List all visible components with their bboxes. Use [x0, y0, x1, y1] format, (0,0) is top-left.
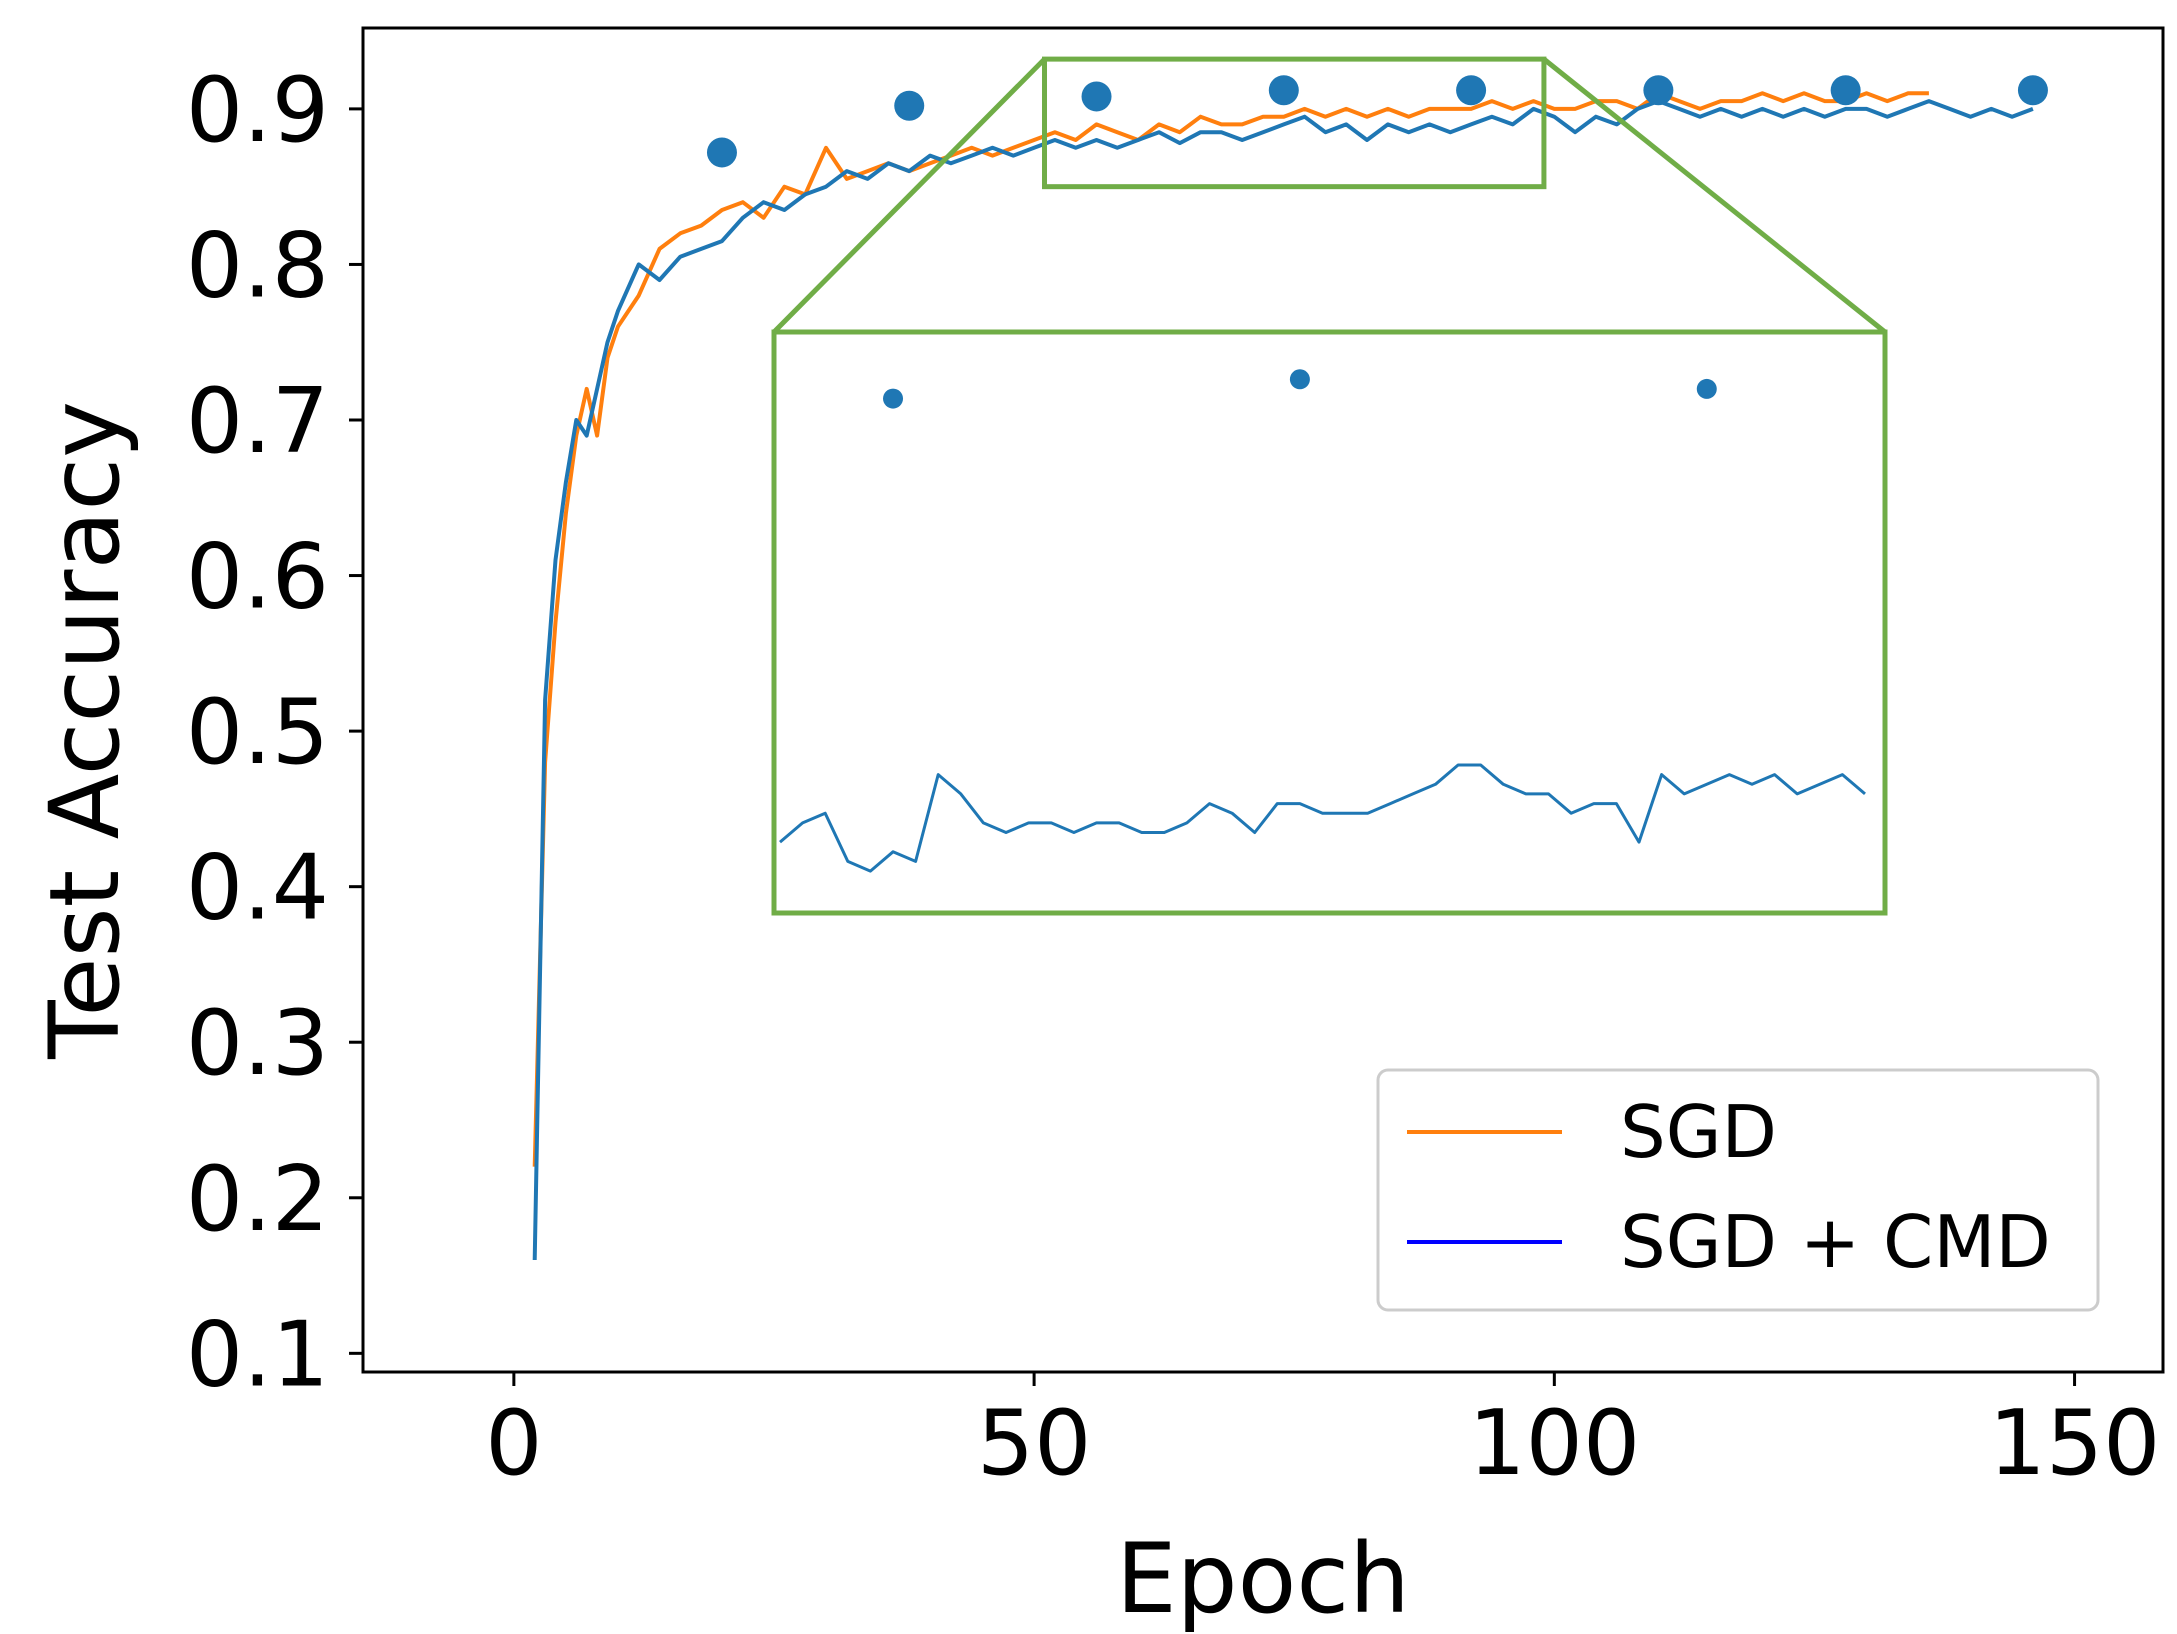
x-tick-label: 150	[1989, 1391, 2161, 1496]
legend-label-sgd-cmd: SGD + CMD	[1620, 1200, 2051, 1284]
zoom-sgd-cmd-line	[779, 763, 1866, 873]
cmd-marker-point	[1268, 75, 1299, 106]
legend: SGD SGD + CMD	[1376, 1068, 2100, 1312]
y-tick-label: 0.1	[186, 1302, 329, 1407]
cmd-marker-point	[894, 90, 925, 121]
sgd-cmd-line	[532, 99, 2034, 1261]
cmd-marker-point	[706, 137, 737, 168]
cmd-marker-point	[1081, 81, 1112, 112]
y-tick-label: 0.2	[186, 1147, 329, 1252]
y-tick-label: 0.8	[186, 213, 329, 318]
y-tick-label: 0.7	[186, 369, 329, 474]
y-tick-label: 0.3	[186, 991, 329, 1096]
cmd-marker-point	[1643, 75, 1674, 106]
x-tick-label: 0	[485, 1391, 542, 1496]
plot-area	[361, 26, 2165, 1374]
y-tick-label: 0.4	[186, 836, 329, 941]
zoom-inset-box	[771, 329, 1888, 916]
zoom-connector-right	[1542, 57, 1887, 334]
y-axis-label: Test Accuracy	[29, 401, 141, 1060]
zoom-marker-point	[883, 388, 904, 409]
sgd-line	[532, 91, 1929, 1167]
cmd-marker-point	[1830, 75, 1861, 106]
zoom-marker-point	[1696, 378, 1717, 399]
zoom-marker-point	[1289, 369, 1310, 390]
x-axis-label: Epoch	[1116, 1523, 1410, 1634]
legend-label-sgd: SGD	[1620, 1090, 1777, 1174]
y-tick-label: 0.6	[186, 525, 329, 630]
zoom-source-box	[1042, 56, 1547, 190]
x-tick-label: 100	[1468, 1391, 1640, 1496]
y-tick-label: 0.9	[186, 58, 329, 163]
series-layer	[532, 75, 2048, 1261]
zoom-connector-left	[772, 57, 1047, 334]
axis-ticks: 0 50 100 150 0.1 0.2 0.3 0.4 0.5 0.6 0.7 0.8 0.9	[186, 58, 2161, 1496]
y-tick-label: 0.5	[186, 680, 329, 785]
zoom-inset	[771, 56, 1888, 916]
cmd-marker-point	[2017, 75, 2048, 106]
cmd-marker-point	[1456, 75, 1487, 106]
x-tick-label: 50	[977, 1391, 1092, 1496]
